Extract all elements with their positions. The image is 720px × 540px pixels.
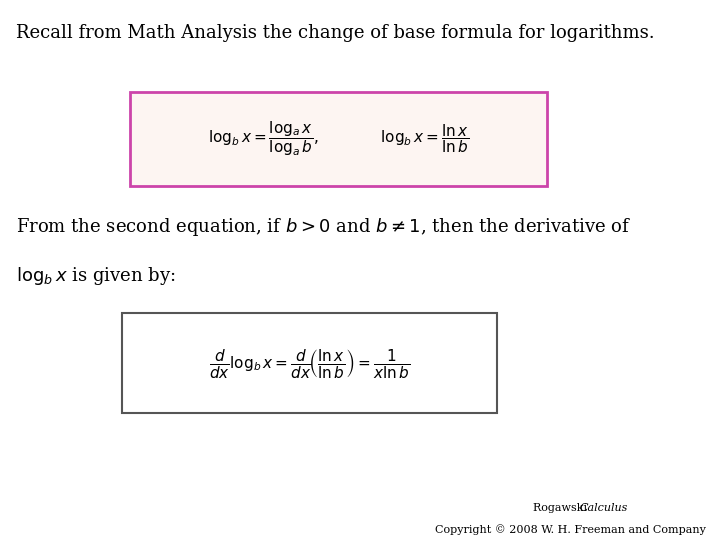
- Text: Calculus: Calculus: [580, 503, 628, 514]
- FancyBboxPatch shape: [122, 313, 497, 413]
- Text: From the second equation, if $b > 0$ and $b \neq 1$, then the derivative of: From the second equation, if $b > 0$ and…: [16, 216, 631, 238]
- Text: $\log_b x$ is given by:: $\log_b x$ is given by:: [16, 265, 176, 287]
- Text: Recall from Math Analysis the change of base formula for logarithms.: Recall from Math Analysis the change of …: [16, 24, 654, 42]
- Text: $\dfrac{d}{dx}\log_b x = \dfrac{d}{dx}\!\left(\dfrac{\ln x}{\ln b}\right) = \dfr: $\dfrac{d}{dx}\log_b x = \dfrac{d}{dx}\!…: [209, 347, 410, 380]
- Text: Rogawski: Rogawski: [533, 503, 590, 514]
- FancyBboxPatch shape: [130, 92, 547, 186]
- Text: Copyright © 2008 W. H. Freeman and Company: Copyright © 2008 W. H. Freeman and Compa…: [435, 524, 706, 535]
- Text: $\log_b x = \dfrac{\log_a x}{\log_a b},\qquad\qquad \log_b x = \dfrac{\ln x}{\ln: $\log_b x = \dfrac{\log_a x}{\log_a b},\…: [207, 120, 469, 158]
